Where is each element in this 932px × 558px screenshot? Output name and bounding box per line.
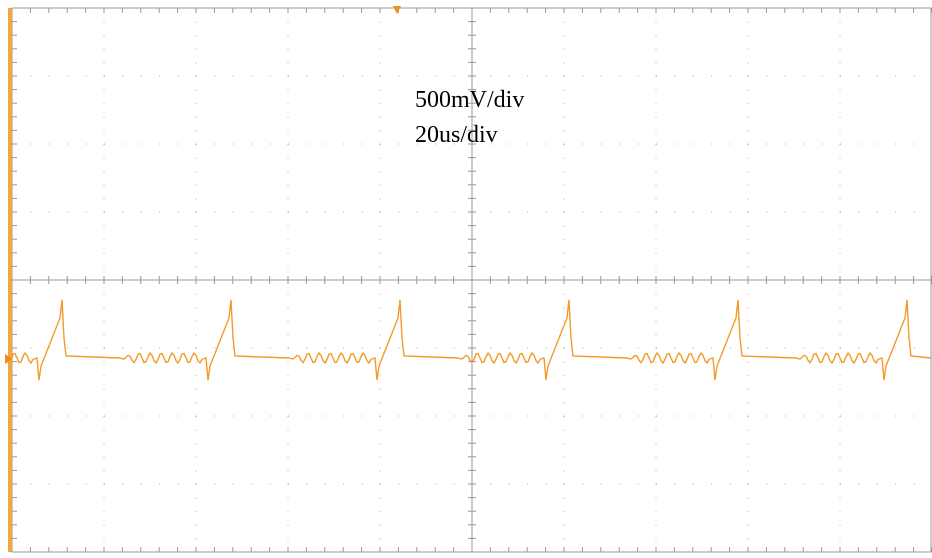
volts-label: 500mV/div (415, 87, 524, 113)
time-label: 20us/div (415, 122, 498, 148)
waveform (11, 299, 932, 381)
trigger-marker (393, 6, 401, 14)
ground-marker (5, 354, 13, 364)
graticule (11, 7, 932, 553)
channel-strip (8, 8, 12, 552)
